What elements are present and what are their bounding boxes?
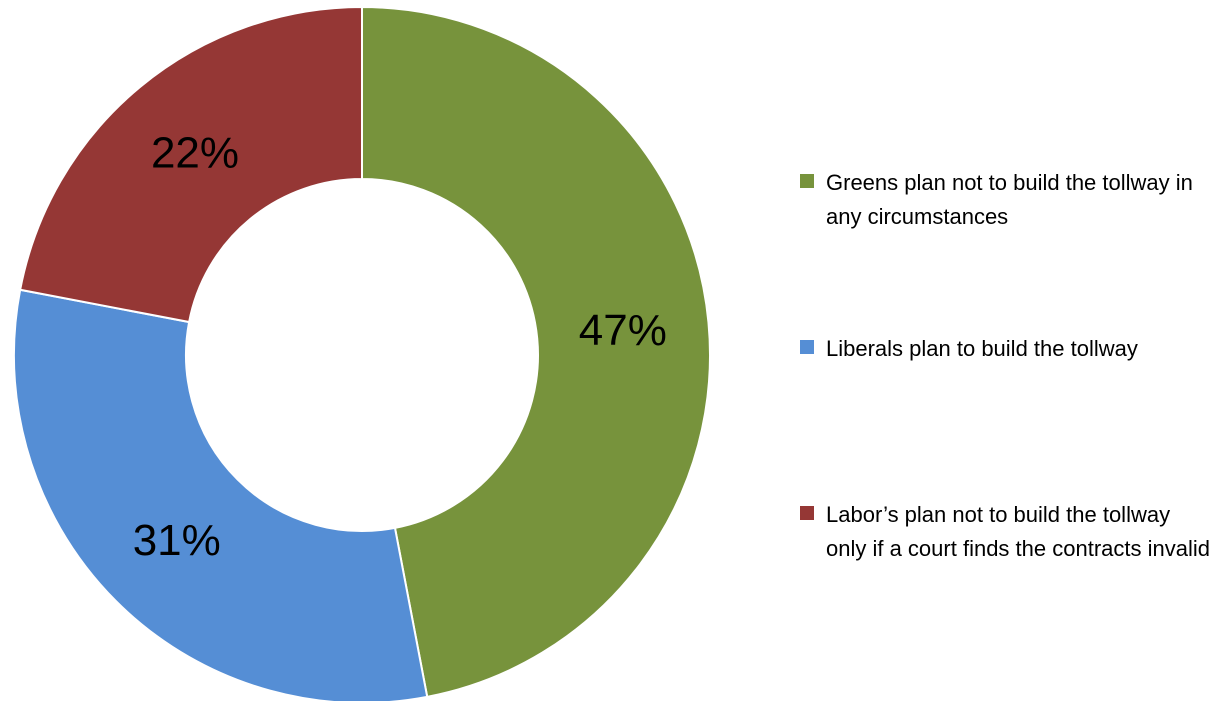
legend-swatch-greens (800, 174, 814, 188)
legend-swatch-labor (800, 506, 814, 520)
donut-slice-liberals (13, 288, 429, 701)
chart-legend: Greens plan not to build the tollway in … (800, 0, 1210, 701)
legend-item-labor: Labor’s plan not to build the tollway on… (800, 498, 1214, 566)
donut-slices (13, 5, 711, 701)
data-label-liberals: 31% (133, 516, 221, 565)
legend-item-greens: Greens plan not to build the tollway in … (800, 166, 1214, 234)
legend-swatch-liberals (800, 340, 814, 354)
legend-label-labor: Labor’s plan not to build the tollway on… (826, 502, 1210, 561)
donut-slice-greens (361, 5, 711, 699)
legend-label-greens: Greens plan not to build the tollway in … (826, 170, 1193, 229)
donut-data-labels: 47% 31% 22% (133, 129, 667, 565)
data-label-greens: 47% (579, 306, 667, 355)
data-label-labor: 22% (151, 129, 239, 178)
donut-slice-labor (18, 5, 363, 324)
legend-item-liberals: Liberals plan to build the tollway (800, 332, 1214, 366)
legend-label-liberals: Liberals plan to build the tollway (826, 336, 1138, 361)
